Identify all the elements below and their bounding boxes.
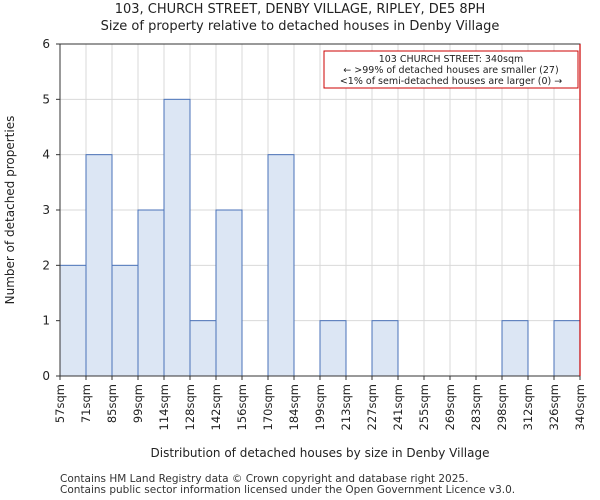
- histogram-bar: [371, 320, 399, 377]
- x-tick-label: 184sqm: [287, 384, 301, 430]
- y-tick-label: 5: [42, 92, 50, 106]
- annotation-line-2: ← >99% of detached houses are smaller (2…: [343, 65, 558, 76]
- x-tick-label: 227sqm: [365, 384, 379, 430]
- x-tick-label: 170sqm: [261, 384, 275, 430]
- x-tick-label: 85sqm: [105, 384, 119, 423]
- x-tick-label: 269sqm: [443, 384, 457, 430]
- y-tick-label: 2: [42, 258, 50, 272]
- bars: [59, 98, 581, 377]
- x-tick-label: 213sqm: [339, 384, 353, 430]
- y-axis-label: Number of detached properties: [3, 116, 17, 305]
- x-tick-label: 128sqm: [183, 384, 197, 430]
- histogram-bar: [319, 320, 347, 377]
- chart-title-subtitle: Size of property relative to detached ho…: [100, 19, 500, 34]
- x-tick-label: 283sqm: [469, 384, 483, 430]
- x-tick-label: 71sqm: [79, 384, 93, 423]
- x-tick-label: 99sqm: [131, 384, 145, 423]
- x-tick-label: 241sqm: [391, 384, 405, 430]
- y-tick-label: 3: [42, 203, 50, 217]
- histogram-chart: 0 1 2 3 4 5 6 57sqm 71sqm 85sqm 99sqm 114sqm 128sqm 1…: [3, 37, 587, 460]
- histogram-bar: [553, 320, 581, 377]
- y-tick-label: 1: [42, 314, 50, 328]
- y-tick-label: 0: [42, 369, 50, 383]
- x-tick-label: 312sqm: [521, 384, 535, 430]
- y-tick-label: 4: [42, 148, 50, 162]
- annotation-frame: [323, 50, 579, 89]
- x-tick-label: 142sqm: [209, 384, 223, 430]
- chart-title-address: 103, CHURCH STREET, DENBY VILLAGE, RIPLE…: [114, 2, 486, 17]
- annotation-line-1: 103 CHURCH STREET: 340sqm: [379, 54, 524, 65]
- footer-licence: Contains public sector information licen…: [60, 484, 516, 496]
- x-tick-label: 57sqm: [53, 384, 67, 423]
- y-tick-label: 6: [42, 37, 50, 51]
- axis-ticks: 0 1 2 3 4 5 6 57sqm 71sqm 85sqm 99sqm 114sqm 128sqm 1…: [42, 37, 587, 430]
- histogram-bar: [215, 209, 243, 377]
- x-tick-label: 255sqm: [417, 384, 431, 430]
- histogram-bar: [163, 98, 191, 377]
- annotation-box: 103 CHURCH STREET: 340sqm ← >99% of deta…: [323, 50, 579, 89]
- x-tick-label: 156sqm: [235, 384, 249, 430]
- x-axis-label: Distribution of detached houses by size …: [151, 446, 490, 460]
- histogram-bar: [111, 264, 139, 377]
- histogram-bar: [85, 154, 113, 377]
- histogram-bar: [59, 264, 87, 377]
- footer-copyright: Contains HM Land Registry data © Crown c…: [60, 473, 469, 485]
- x-tick-label: 298sqm: [495, 384, 509, 430]
- histogram-bar: [137, 209, 165, 377]
- annotation-line-3: <1% of semi-detached houses are larger (…: [340, 76, 562, 87]
- x-tick-label: 114sqm: [157, 384, 171, 430]
- x-tick-label: 326sqm: [547, 384, 561, 430]
- histogram-bar: [501, 320, 529, 377]
- x-tick-label: 340sqm: [573, 384, 587, 430]
- histogram-bar: [189, 320, 217, 377]
- x-tick-label: 199sqm: [313, 384, 327, 430]
- histogram-bar: [267, 154, 295, 377]
